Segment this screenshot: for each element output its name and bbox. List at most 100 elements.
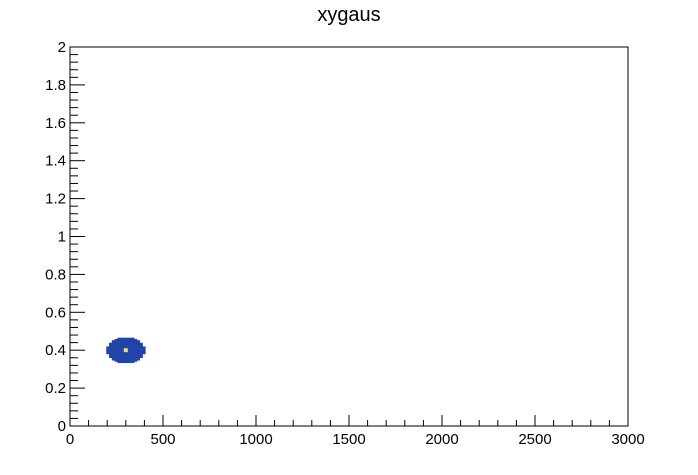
heatmap-cell <box>134 342 138 345</box>
heatmap-cells <box>106 337 146 364</box>
heatmap-cell <box>109 353 113 356</box>
heatmap-cell <box>123 343 127 346</box>
heatmap-cell <box>134 340 138 342</box>
heatmap-cell <box>114 360 118 362</box>
heatmap-cell <box>111 343 115 346</box>
heatmap-cell <box>136 357 141 360</box>
heatmap-cell <box>139 356 143 359</box>
heatmap-cell <box>109 351 113 354</box>
heatmap-cell <box>114 341 118 343</box>
heatmap-cell <box>142 347 146 350</box>
heatmap-cell <box>125 343 129 346</box>
y-tick-label: 0 <box>58 418 66 435</box>
heatmap-cell <box>125 345 129 347</box>
heatmap-cell <box>117 342 121 345</box>
heatmap-cell <box>128 352 132 355</box>
heatmap-cell <box>136 356 141 359</box>
x-tick-label: 500 <box>150 431 175 448</box>
heatmap-cell <box>109 345 113 347</box>
heatmap-cell <box>114 346 118 348</box>
heatmap-cell <box>120 350 124 352</box>
heatmap-cell <box>134 358 138 361</box>
heatmap-cell <box>128 360 132 362</box>
heatmap-cell <box>111 340 115 342</box>
heatmap-cell <box>139 355 143 357</box>
heatmap-cell <box>131 350 135 352</box>
heatmap-cell <box>114 356 118 359</box>
heatmap-cell <box>128 343 132 346</box>
heatmap-cell <box>117 357 121 360</box>
heatmap-cell <box>139 346 143 348</box>
heatmap-cell <box>139 342 143 345</box>
heatmap-cell <box>128 361 132 364</box>
heatmap-cell <box>134 360 138 362</box>
heatmap-cell <box>128 341 132 343</box>
heatmap-cell <box>131 340 135 342</box>
heatmap-cell <box>114 345 118 347</box>
heatmap-cell <box>120 351 124 354</box>
heatmap-cell <box>128 342 132 345</box>
heatmap-cell <box>134 346 138 348</box>
heatmap-cell <box>106 347 110 350</box>
x-tick-label: 1000 <box>239 431 272 448</box>
heatmap-cell <box>131 337 135 340</box>
heatmap-cell <box>120 347 124 350</box>
heatmap-cell <box>131 351 135 354</box>
heatmap-cell <box>125 340 129 342</box>
heatmap-cell <box>114 355 118 357</box>
heatmap-cell <box>131 356 135 359</box>
heatmap-cell <box>117 355 121 357</box>
heatmap-cell <box>128 347 132 350</box>
heatmap-cell <box>117 356 121 359</box>
heatmap-cell <box>125 360 129 362</box>
heatmap-cell <box>128 340 132 342</box>
heatmap-cell <box>128 338 132 341</box>
heatmap-cell <box>125 338 129 341</box>
heatmap-cell <box>106 352 110 355</box>
heatmap-cell <box>114 338 118 341</box>
heatmap-cell <box>111 342 115 345</box>
heatmap-cell <box>111 353 115 356</box>
heatmap-cell <box>120 357 124 360</box>
heatmap-cell <box>111 357 115 360</box>
heatmap-cell <box>123 358 127 361</box>
heatmap-cell <box>109 356 113 359</box>
heatmap-cell <box>125 361 129 364</box>
heatmap-cell <box>131 338 135 341</box>
heatmap-cell <box>125 358 129 361</box>
heatmap-cell <box>109 352 113 355</box>
heatmap-cell <box>134 351 138 354</box>
heatmap-cell <box>117 346 121 348</box>
heatmap-cell <box>128 355 132 357</box>
heatmap-cell <box>134 355 138 357</box>
heatmap-cell <box>117 352 121 355</box>
heatmap-cell <box>125 346 129 348</box>
heatmap-cell <box>117 348 121 351</box>
heatmap-cell <box>106 350 110 352</box>
heatmap-cell <box>111 350 115 352</box>
heatmap-cell <box>117 361 121 364</box>
heatmap-cell <box>131 360 135 362</box>
heatmap-cell <box>134 352 138 355</box>
heatmap-cell <box>114 350 118 352</box>
heatmap-cell <box>123 351 127 354</box>
heatmap-cell <box>109 347 113 350</box>
heatmap-cell <box>120 340 124 342</box>
heatmap-cell <box>136 355 141 357</box>
heatmap-cell <box>109 343 113 346</box>
heatmap-cell <box>134 343 138 346</box>
heatmap-cell <box>131 355 135 357</box>
heatmap-cell <box>120 342 124 345</box>
heatmap-cell <box>117 351 121 354</box>
heatmap-cell <box>131 347 135 350</box>
heatmap-cell <box>136 347 141 350</box>
heatmap-cell <box>111 346 115 348</box>
heatmap-cell <box>128 353 132 356</box>
heatmap-cell <box>136 345 141 347</box>
heatmap-cell <box>128 358 132 361</box>
heatmap-cell <box>109 348 113 351</box>
heatmap-cell <box>117 345 121 347</box>
heatmap-cell <box>109 346 113 348</box>
heatmap-cell <box>117 341 121 343</box>
heatmap-cell <box>131 346 135 348</box>
